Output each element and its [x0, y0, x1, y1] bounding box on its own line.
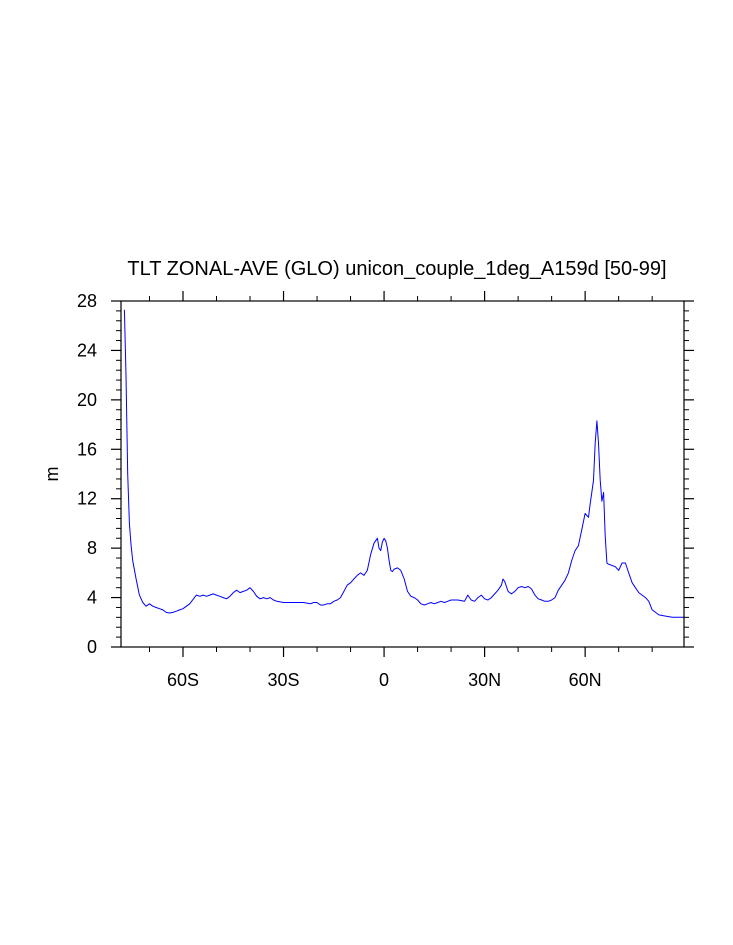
x-tick-label: 30S [268, 670, 300, 690]
y-tick-label: 8 [87, 538, 97, 558]
y-tick-label: 20 [77, 390, 97, 410]
y-axis-label: m [42, 467, 62, 482]
series-layer [123, 309, 684, 618]
y-tick-label: 4 [87, 588, 97, 608]
series-line [123, 309, 684, 618]
y-tick-label: 28 [77, 291, 97, 311]
tick-labels: 60S 30S 0 30N 60N 0 4 8 12 16 20 24 28 [77, 291, 602, 690]
y-tick-label: 0 [87, 637, 97, 657]
axis-ticks [111, 291, 694, 657]
y-tick-label: 12 [77, 489, 97, 509]
x-tick-label: 60N [569, 670, 602, 690]
y-tick-label: 24 [77, 340, 97, 360]
x-tick-label: 60S [167, 670, 199, 690]
x-tick-label: 0 [379, 670, 389, 690]
plot-frame [120, 300, 685, 648]
chart-title: TLT ZONAL-AVE (GLO) unicon_couple_1deg_A… [127, 258, 666, 280]
y-tick-label: 16 [77, 439, 97, 459]
x-tick-label: 30N [468, 670, 501, 690]
